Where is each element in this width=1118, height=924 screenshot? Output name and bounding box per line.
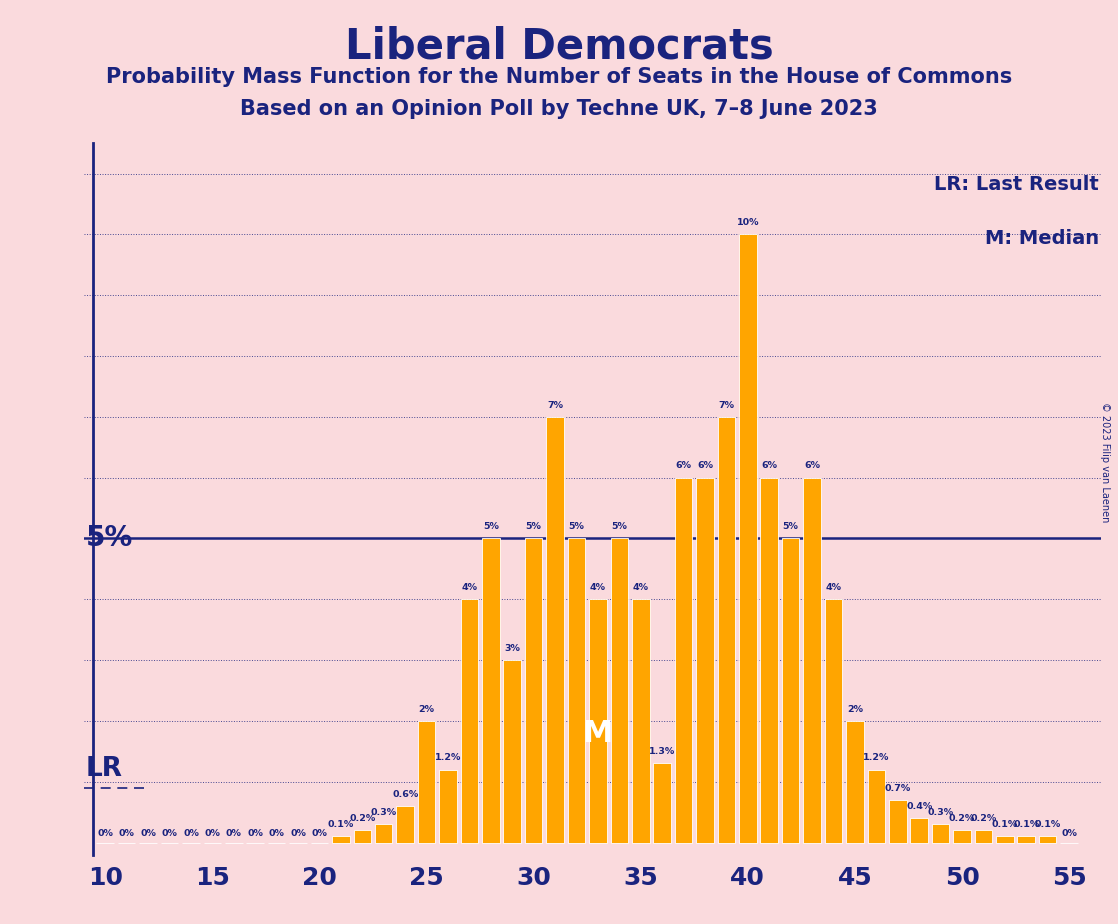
- Bar: [439, 770, 457, 843]
- Text: 5%: 5%: [612, 522, 627, 531]
- Text: LR: Last Result: LR: Last Result: [935, 176, 1099, 194]
- Text: 0%: 0%: [247, 829, 263, 838]
- Bar: [804, 478, 821, 843]
- Text: 0.6%: 0.6%: [392, 790, 418, 798]
- Bar: [418, 721, 435, 843]
- Text: 0%: 0%: [119, 829, 134, 838]
- Bar: [781, 539, 799, 843]
- Bar: [503, 660, 521, 843]
- Bar: [954, 831, 970, 843]
- Bar: [675, 478, 692, 843]
- Bar: [1039, 836, 1057, 843]
- Bar: [461, 600, 479, 843]
- Bar: [610, 539, 628, 843]
- Text: 0.1%: 0.1%: [1034, 821, 1061, 829]
- Text: 4%: 4%: [462, 583, 477, 592]
- Text: 0.2%: 0.2%: [949, 814, 975, 823]
- Bar: [547, 417, 563, 843]
- Text: Probability Mass Function for the Number of Seats in the House of Commons: Probability Mass Function for the Number…: [106, 67, 1012, 87]
- Text: 0.3%: 0.3%: [371, 808, 397, 817]
- Text: 1.3%: 1.3%: [650, 748, 675, 756]
- Text: 6%: 6%: [675, 461, 692, 470]
- Text: 4%: 4%: [825, 583, 842, 592]
- Text: 0%: 0%: [97, 829, 113, 838]
- Bar: [739, 235, 757, 843]
- Bar: [375, 824, 392, 843]
- Text: 5%: 5%: [86, 525, 133, 553]
- Text: 0%: 0%: [312, 829, 328, 838]
- Bar: [589, 600, 607, 843]
- Text: 6%: 6%: [697, 461, 713, 470]
- Text: 6%: 6%: [761, 461, 777, 470]
- Text: 7%: 7%: [719, 401, 735, 409]
- Bar: [846, 721, 864, 843]
- Text: 5%: 5%: [525, 522, 541, 531]
- Bar: [889, 800, 907, 843]
- Bar: [524, 539, 542, 843]
- Text: 0.2%: 0.2%: [349, 814, 376, 823]
- Text: 0.7%: 0.7%: [884, 784, 911, 793]
- Bar: [482, 539, 500, 843]
- Bar: [910, 819, 928, 843]
- Text: 0.1%: 0.1%: [992, 821, 1018, 829]
- Text: 0%: 0%: [205, 829, 220, 838]
- Text: 5%: 5%: [569, 522, 585, 531]
- Bar: [975, 831, 992, 843]
- Text: 0%: 0%: [1061, 829, 1077, 838]
- Bar: [1017, 836, 1035, 843]
- Bar: [568, 539, 585, 843]
- Bar: [996, 836, 1014, 843]
- Text: 5%: 5%: [483, 522, 499, 531]
- Text: 7%: 7%: [547, 401, 563, 409]
- Text: 1.2%: 1.2%: [435, 753, 461, 762]
- Text: 2%: 2%: [418, 705, 435, 713]
- Text: 0.3%: 0.3%: [928, 808, 954, 817]
- Text: 0.1%: 0.1%: [1013, 821, 1040, 829]
- Text: 0%: 0%: [183, 829, 199, 838]
- Bar: [397, 806, 414, 843]
- Text: 2%: 2%: [847, 705, 863, 713]
- Text: 0.4%: 0.4%: [906, 802, 932, 811]
- Text: 6%: 6%: [804, 461, 821, 470]
- Text: 0%: 0%: [162, 829, 178, 838]
- Text: 10%: 10%: [737, 218, 759, 227]
- Text: 0%: 0%: [226, 829, 241, 838]
- Text: 0%: 0%: [140, 829, 157, 838]
- Bar: [931, 824, 949, 843]
- Text: Based on an Opinion Poll by Techne UK, 7–8 June 2023: Based on an Opinion Poll by Techne UK, 7…: [240, 99, 878, 119]
- Bar: [697, 478, 713, 843]
- Text: M: Median: M: Median: [985, 228, 1099, 248]
- Text: 0%: 0%: [290, 829, 306, 838]
- Text: LR: LR: [86, 756, 123, 782]
- Bar: [825, 600, 842, 843]
- Text: 0%: 0%: [268, 829, 285, 838]
- Text: M: M: [582, 719, 613, 748]
- Text: 4%: 4%: [633, 583, 648, 592]
- Bar: [353, 831, 371, 843]
- Bar: [632, 600, 650, 843]
- Text: 5%: 5%: [783, 522, 798, 531]
- Text: 0.2%: 0.2%: [970, 814, 996, 823]
- Bar: [868, 770, 885, 843]
- Text: 1.2%: 1.2%: [863, 753, 890, 762]
- Text: 0.1%: 0.1%: [328, 821, 354, 829]
- Text: 4%: 4%: [590, 583, 606, 592]
- Bar: [653, 763, 671, 843]
- Text: Liberal Democrats: Liberal Democrats: [344, 26, 774, 67]
- Bar: [760, 478, 778, 843]
- Bar: [332, 836, 350, 843]
- Text: 3%: 3%: [504, 644, 520, 653]
- Text: © 2023 Filip van Laenen: © 2023 Filip van Laenen: [1100, 402, 1110, 522]
- Bar: [718, 417, 736, 843]
